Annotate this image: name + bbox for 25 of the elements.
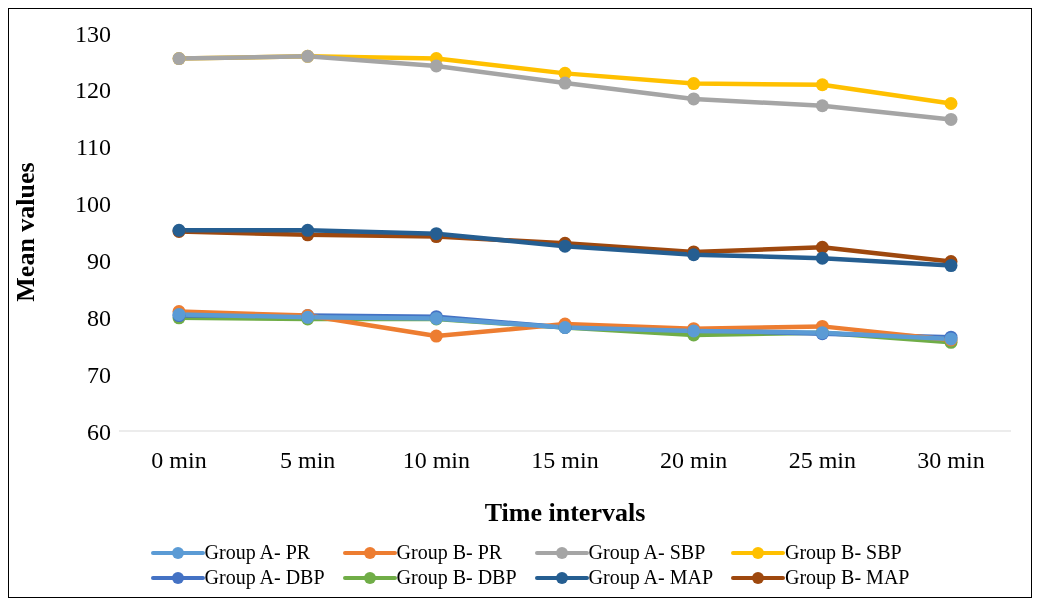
y-tick-label: 130	[75, 20, 111, 47]
x-tick-label: 25 min	[788, 447, 857, 474]
legend-label: Group A- PR	[204, 541, 311, 564]
legend-label: Group B- PR	[396, 541, 503, 564]
x-tick-label: 30 min	[917, 447, 985, 474]
y-axis-title: Mean values	[11, 162, 41, 302]
x-axis-title: Time intervals	[484, 498, 646, 527]
y-tick-label: 90	[87, 247, 111, 274]
legend-label: Group B- MAP	[785, 566, 910, 589]
x-tick-label: 15 min	[531, 447, 599, 474]
y-tick-label: 80	[87, 304, 111, 331]
legend-label: Group B- DBP	[396, 566, 517, 589]
y-tick-label: 60	[87, 418, 111, 445]
legend-label: Group B- SBP	[785, 541, 902, 564]
legend-label: Group A- SBP	[588, 541, 706, 564]
x-tick-label: 10 min	[402, 447, 471, 474]
y-tick-label: 70	[87, 361, 111, 388]
y-tick-label: 110	[75, 134, 111, 161]
x-tick-label: 20 min	[659, 447, 728, 474]
x-tick-label: 0 min	[151, 447, 207, 474]
legend-label: Group A- MAP	[588, 566, 714, 589]
y-tick-label: 120	[75, 77, 111, 104]
legend-label: Group A- DBP	[204, 566, 325, 589]
y-tick-label: 100	[75, 191, 111, 218]
x-tick-label: 5 min	[279, 447, 336, 474]
